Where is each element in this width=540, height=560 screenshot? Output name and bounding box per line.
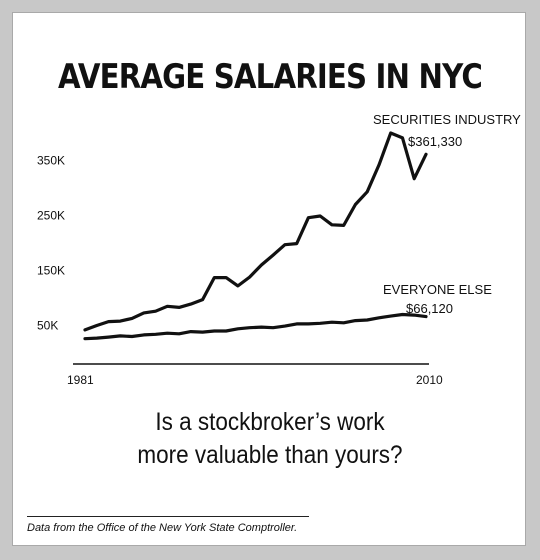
y-tick-label: 150K (37, 264, 65, 278)
salary-line-chart: 50K 150K 250K 350K 1981 2010 SECURITIES INDU… (37, 112, 521, 387)
series-value-label: $361,330 (408, 134, 462, 149)
source-divider (27, 516, 309, 517)
series-label: SECURITIES INDUSTRY (373, 112, 521, 127)
y-tick-label: 350K (37, 154, 65, 168)
y-tick-label: 250K (37, 209, 65, 223)
series-value-label: $66,120 (406, 301, 453, 316)
question-line-2: more valuable than yours? (137, 441, 403, 469)
source-note: Data from the Office of the New York Sta… (27, 522, 298, 534)
question-line-1: Is a stockbroker’s work (155, 408, 385, 436)
question-text: Is a stockbroker’s work more valuable th… (39, 406, 502, 472)
series-label: EVERYONE ELSE (383, 282, 492, 297)
series-line (83, 312, 428, 341)
x-tick-label: 1981 (67, 373, 94, 387)
page-title: AVERAGE SALARIES IN NYC (58, 57, 483, 97)
series-line (83, 131, 428, 332)
infographic-card: AVERAGE SALARIES IN NYC 50K 150K 250K 350K … (12, 12, 526, 546)
x-tick-label: 2010 (416, 373, 443, 387)
y-tick-label: 50K (37, 319, 58, 333)
